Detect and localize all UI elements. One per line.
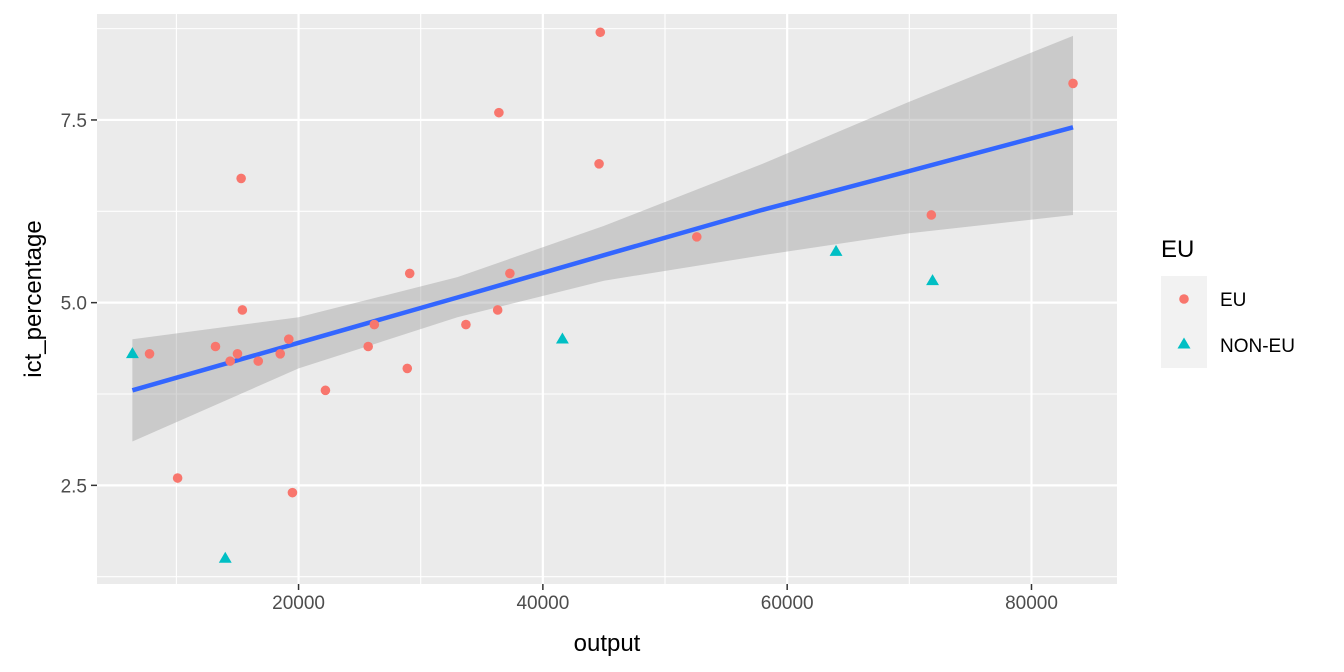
- data-point-eu: [594, 159, 604, 169]
- legend: EU EU NON-EU: [1161, 236, 1295, 368]
- data-point-eu: [172, 473, 183, 483]
- data-point-eu: [595, 27, 606, 38]
- y-tick-label: 2.5: [61, 476, 87, 497]
- legend-marker-non-eu: [1177, 337, 1191, 349]
- data-point-non-eu: [218, 551, 232, 563]
- data-point-eu: [232, 349, 243, 359]
- data-point-eu: [287, 487, 298, 498]
- x-tick-label: 20000: [272, 593, 325, 614]
- x-tick-label: 40000: [516, 593, 569, 614]
- legend-label-non-eu: NON-EU: [1220, 336, 1295, 357]
- data-point-non-eu: [125, 347, 139, 359]
- data-point-eu: [236, 173, 246, 184]
- x-axis-title: output: [574, 630, 641, 657]
- legend-title: EU: [1161, 236, 1194, 263]
- data-point-eu: [283, 334, 294, 344]
- data-point-eu: [691, 232, 702, 242]
- data-point-eu: [253, 356, 264, 366]
- x-tick-label: 60000: [761, 593, 814, 614]
- confidence-band-area: [132, 35, 1073, 442]
- data-point-eu: [369, 319, 380, 330]
- y-tick-label: 7.5: [61, 111, 87, 132]
- data-point-non-eu: [926, 274, 939, 286]
- data-point-eu: [505, 268, 515, 279]
- regression-line-path: [131, 125, 1074, 393]
- data-point-eu: [492, 305, 503, 315]
- data-point-eu: [363, 341, 373, 352]
- y-tick-label: 5.0: [61, 294, 87, 315]
- confidence-band: [132, 35, 1073, 442]
- data-points: [125, 27, 1078, 563]
- data-point-eu: [1068, 78, 1078, 89]
- legend-label-eu: EU: [1220, 290, 1246, 311]
- data-point-eu: [926, 210, 937, 220]
- data-point-eu: [275, 349, 286, 359]
- data-point-eu: [494, 107, 504, 118]
- gridlines: [97, 14, 1117, 584]
- data-point-eu: [225, 356, 235, 366]
- data-point-eu: [144, 349, 155, 359]
- y-axis-title: ict_percentage: [20, 220, 47, 377]
- data-point-non-eu: [555, 332, 569, 344]
- data-point-non-eu: [829, 244, 843, 256]
- plot-panel: [97, 14, 1117, 584]
- legend-marker-eu: [1179, 294, 1189, 304]
- data-point-eu: [404, 268, 415, 279]
- data-point-eu: [402, 363, 413, 374]
- data-point-eu: [210, 341, 221, 352]
- data-point-eu: [237, 305, 248, 315]
- data-point-eu: [320, 385, 331, 396]
- data-point-eu: [461, 319, 471, 330]
- axis-ticks: 20000 40000 60000 80000 2.5 5.0 7.5: [61, 111, 1058, 614]
- regression-line: [131, 125, 1074, 393]
- x-tick-label: 80000: [1005, 593, 1058, 614]
